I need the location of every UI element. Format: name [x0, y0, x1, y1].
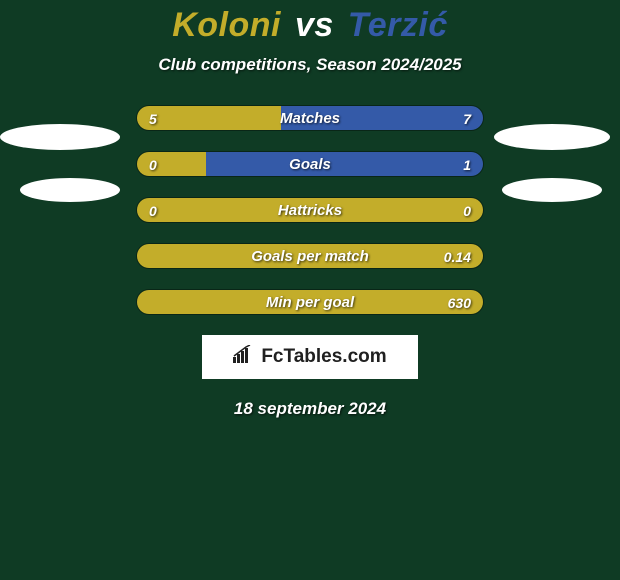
stat-label: Min per goal — [137, 290, 483, 315]
bar-chart-icon — [233, 345, 255, 369]
decorative-ellipse — [20, 178, 120, 202]
decorative-ellipse — [0, 124, 120, 150]
stat-row: 0.14Goals per match — [136, 243, 484, 269]
logo-box: FcTables.com — [202, 335, 418, 379]
logo-part-tables: Tables — [284, 346, 343, 368]
player2-name: Terzić — [348, 6, 448, 44]
stat-row: 630Min per goal — [136, 289, 484, 315]
decorative-ellipse — [502, 178, 602, 202]
player1-name: Koloni — [172, 6, 281, 44]
title-vs: vs — [295, 6, 334, 44]
stat-label: Hattricks — [137, 198, 483, 223]
stat-label: Goals per match — [137, 244, 483, 269]
stat-row: 00Hattricks — [136, 197, 484, 223]
date-text: 18 september 2024 — [0, 399, 620, 419]
decorative-ellipse — [494, 124, 610, 150]
stat-row: 57Matches — [136, 105, 484, 131]
stat-label: Goals — [137, 152, 483, 177]
logo-part-fc: Fc — [261, 346, 283, 368]
subtitle: Club competitions, Season 2024/2025 — [0, 55, 620, 75]
comparison-title: Koloni vs Terzić — [0, 6, 620, 45]
logo-part-com: .com — [342, 346, 386, 368]
logo-text: FcTables.com — [233, 345, 386, 369]
stat-row: 01Goals — [136, 151, 484, 177]
stat-label: Matches — [137, 106, 483, 131]
